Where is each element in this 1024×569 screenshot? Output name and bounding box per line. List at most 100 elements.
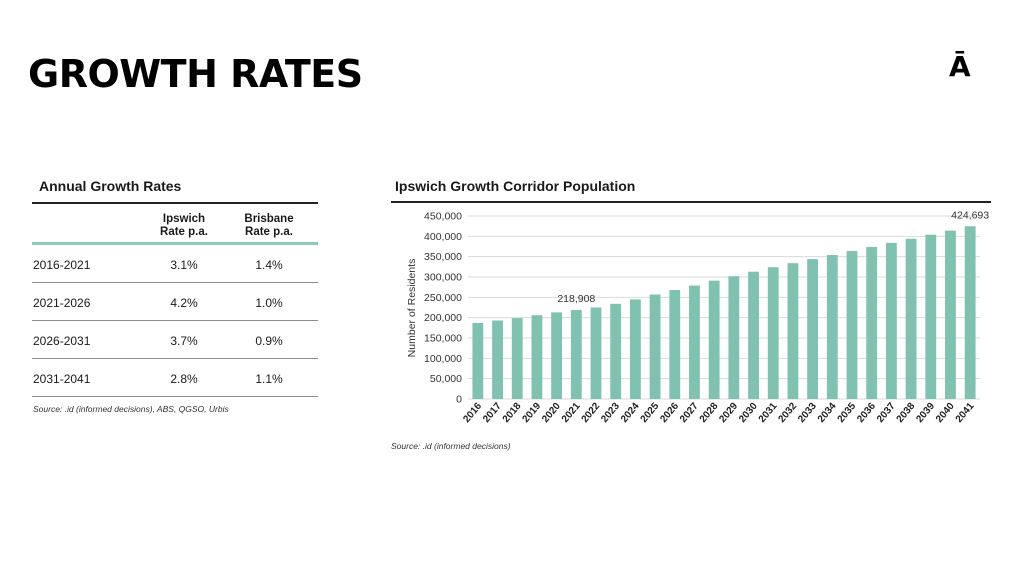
x-tick-label: 2023 — [599, 401, 622, 425]
x-tick-label: 2039 — [914, 401, 937, 425]
x-axis-ticks: 2016201720182019202020212022202320242025… — [461, 401, 976, 425]
x-tick-label: 2036 — [855, 401, 878, 425]
x-tick-label: 2029 — [717, 401, 740, 425]
y-tick-label: 400,000 — [424, 231, 462, 243]
bar-2027 — [689, 285, 700, 399]
y-tick-label: 0 — [456, 394, 462, 406]
data-labels: 218,908 424,693 — [557, 209, 989, 305]
y-tick-label: 100,000 — [424, 353, 462, 365]
data-label: 424,693 — [951, 209, 989, 221]
x-tick-label: 2041 — [954, 401, 977, 425]
bars — [472, 226, 976, 399]
ipswich-rate-cell: 3.1% — [170, 258, 198, 272]
data-label: 218,908 — [557, 293, 595, 305]
bar-2037 — [885, 242, 897, 399]
bar-2022 — [590, 307, 602, 399]
y-axis-label: Number of Residents — [406, 259, 418, 358]
x-tick-label: 2035 — [836, 401, 859, 425]
bar-2039 — [925, 234, 937, 399]
bar-2017 — [492, 320, 503, 399]
x-tick-label: 2024 — [619, 401, 642, 425]
brisbane-rate-cell: 1.4% — [255, 258, 283, 272]
population-bar-chart: 0 50,000 100,000 150,000 200,000 250,000 300,0… — [391, 201, 991, 425]
x-tick-label: 2021 — [560, 401, 583, 425]
x-tick-label: 2017 — [481, 401, 504, 425]
chart-source-note: Source: .id (informed decisions) — [391, 441, 511, 451]
table-row: 2016-2021 3.1% 1.4% — [32, 245, 318, 283]
table-header: Ipswich Rate p.a. Brisbane Rate p.a. — [32, 204, 318, 245]
bar-2035 — [846, 250, 858, 399]
y-tick-label: 250,000 — [424, 292, 462, 304]
bar-2040 — [945, 230, 956, 399]
bar-2018 — [511, 318, 523, 399]
period-cell: 2016-2021 — [33, 258, 91, 272]
header-ipswich-line1: Ipswich — [162, 213, 206, 225]
ipswich-rate-cell: 2.8% — [170, 372, 198, 386]
x-tick-label: 2033 — [796, 401, 819, 425]
x-tick-label: 2020 — [540, 401, 563, 425]
header-ipswich: Ipswich Rate p.a. — [144, 213, 224, 239]
ipswich-rate-cell: 4.2% — [170, 296, 198, 310]
bar-2021 — [570, 309, 582, 399]
x-tick-label: 2026 — [658, 401, 681, 425]
chart-title: Ipswich Growth Corridor Population — [395, 178, 636, 194]
table-source-note: Source: .id (informed decisions), ABS, Q… — [33, 404, 229, 414]
y-tick-label: 150,000 — [424, 333, 462, 345]
period-cell: 2026-2031 — [33, 334, 91, 348]
header-brisbane: Brisbane Rate p.a. — [229, 213, 309, 239]
bar-2030 — [748, 271, 759, 399]
x-tick-label: 2025 — [639, 401, 662, 425]
brisbane-rate-cell: 1.1% — [255, 372, 283, 386]
x-tick-label: 2022 — [580, 401, 603, 425]
x-tick-label: 2040 — [934, 401, 957, 425]
y-axis-ticks: 0 50,000 100,000 150,000 200,000 250,000 300,0… — [424, 211, 462, 406]
bar-2031 — [767, 267, 779, 399]
bar-2024 — [629, 299, 641, 399]
bar-2032 — [787, 263, 799, 399]
x-tick-label: 2030 — [737, 401, 760, 425]
table-row: 2031-2041 2.8% 1.1% — [32, 359, 318, 397]
period-cell: 2031-2041 — [33, 372, 91, 386]
bar-2028 — [708, 280, 720, 399]
table-title: Annual Growth Rates — [39, 178, 182, 194]
x-tick-label: 2018 — [501, 401, 524, 425]
y-tick-label: 50,000 — [430, 373, 462, 385]
x-tick-label: 2037 — [875, 401, 898, 425]
x-tick-label: 2031 — [757, 401, 780, 425]
bar-2029 — [728, 276, 740, 399]
period-cell: 2021-2026 — [33, 296, 91, 310]
growth-rates-table: Ipswich Rate p.a. Brisbane Rate p.a. 201… — [32, 202, 318, 397]
x-tick-label: 2019 — [520, 401, 543, 425]
bar-2019 — [531, 315, 543, 399]
ipswich-rate-cell: 3.7% — [170, 334, 198, 348]
brisbane-rate-cell: 0.9% — [255, 334, 283, 348]
bar-2041 — [964, 226, 976, 399]
bar-2026 — [669, 290, 681, 399]
x-tick-label: 2028 — [698, 401, 721, 425]
bar-2023 — [610, 303, 622, 399]
table-row: 2026-2031 3.7% 0.9% — [32, 321, 318, 359]
y-tick-label: 450,000 — [424, 211, 462, 223]
bar-2025 — [649, 294, 661, 399]
header-ipswich-line2: Rate p.a. — [160, 226, 208, 238]
x-tick-label: 2038 — [895, 401, 918, 425]
table-row: 2021-2026 4.2% 1.0% — [32, 283, 318, 321]
brisbane-rate-cell: 1.0% — [255, 296, 283, 310]
page-title: GROWTH RATES — [28, 52, 363, 96]
y-tick-label: 300,000 — [424, 272, 462, 284]
x-tick-label: 2016 — [461, 401, 484, 425]
y-tick-label: 350,000 — [424, 251, 462, 263]
x-tick-label: 2027 — [678, 401, 701, 425]
gridlines — [468, 215, 980, 400]
bar-2016 — [472, 322, 484, 399]
brand-logo: Ā — [949, 50, 971, 83]
bar-2033 — [807, 259, 819, 399]
header-brisbane-line2: Rate p.a. — [245, 226, 293, 238]
x-tick-label: 2032 — [776, 401, 799, 425]
bar-2034 — [826, 255, 838, 399]
bar-2038 — [905, 238, 917, 399]
bar-2036 — [866, 246, 878, 399]
header-brisbane-line1: Brisbane — [244, 213, 294, 225]
y-tick-label: 200,000 — [424, 312, 462, 324]
x-tick-label: 2034 — [816, 401, 839, 425]
